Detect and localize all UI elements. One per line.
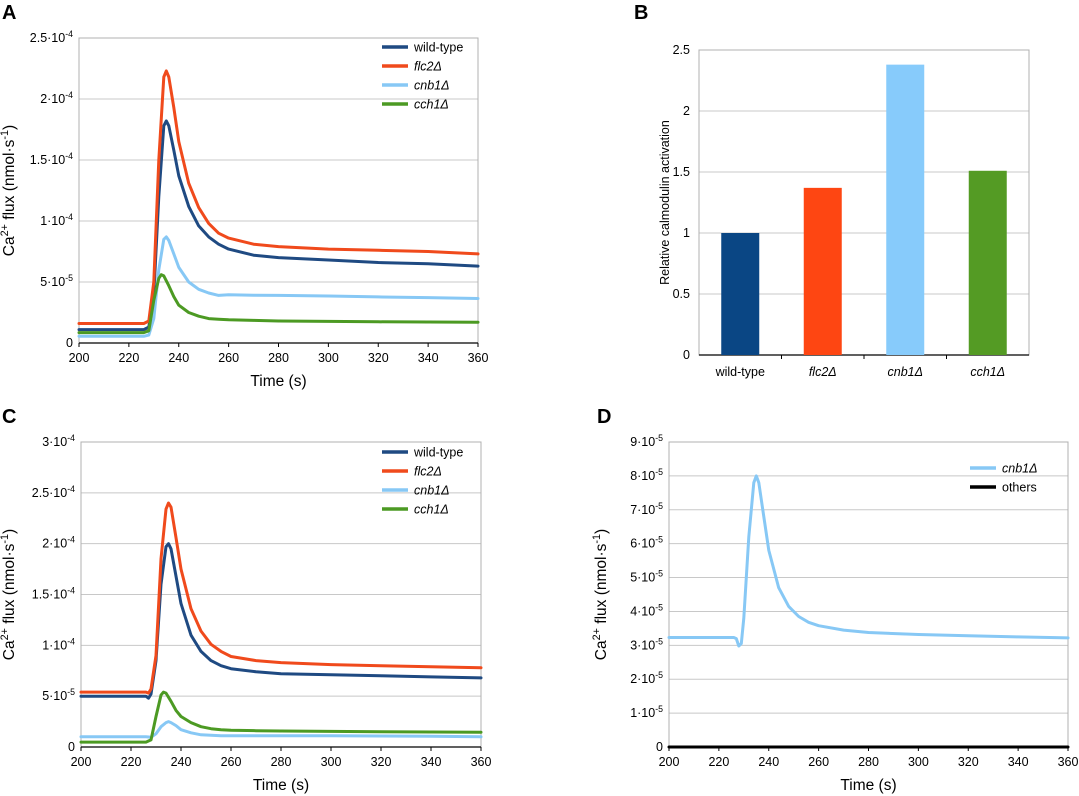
series-line-cnb1-delta [79, 720, 483, 739]
y-tick-label: 2.5 [673, 43, 690, 57]
y-tick-label: 1 [683, 226, 690, 240]
x-tick-label: 360 [471, 755, 492, 769]
x-tick-label: 320 [368, 351, 389, 365]
x-tick-label: 260 [808, 755, 829, 769]
y-tick-label: 9·10-5 [630, 433, 663, 449]
y-tick-label: 5·10-5 [42, 687, 75, 703]
x-tick-label: 340 [421, 755, 442, 769]
bar-flc2-delta [803, 187, 842, 355]
y-tick-label: 0.5 [673, 287, 690, 301]
y-tick-label: 1.5·10-4 [30, 151, 73, 167]
x-category-label: cch1Δ [970, 365, 1005, 379]
y-tick-label: 2 [683, 104, 690, 118]
bar-wild-type [721, 233, 760, 355]
legend-label: cnb1Δ [414, 79, 450, 93]
y-tick-label: 0 [68, 740, 75, 754]
series-line-cnb1-delta [77, 235, 480, 338]
y-tick-label: 7·10-5 [630, 501, 663, 517]
x-axis-title: Time (s) [250, 373, 306, 390]
y-tick-label: 1.5 [673, 165, 690, 179]
x-tick-label: 260 [221, 755, 242, 769]
y-tick-label: 5·10-5 [630, 569, 663, 585]
x-tick-label: 360 [1058, 755, 1079, 769]
series-line-cnb1-delta [667, 474, 1070, 648]
y-tick-label: 8·10-5 [630, 467, 663, 483]
x-tick-label: 300 [908, 755, 929, 769]
x-tick-label: 200 [659, 755, 680, 769]
bar-cch1-delta [968, 170, 1007, 355]
legend-label: cch1Δ [414, 503, 449, 517]
chart-a-calcium-flux: 0 5·10-5 1·10-4 1.5·10-4 2·10-4 2.5·10-4 200 22… [0, 29, 488, 390]
y-tick-label: 0 [656, 740, 663, 754]
y-axis-title: Relative calmodulin activation [658, 120, 672, 285]
y-axis-title: Ca2+ flux (nmol·s-1) [0, 125, 18, 256]
legend-label: cnb1Δ [414, 484, 450, 498]
legend-label: flc2Δ [414, 465, 442, 479]
x-tick-label: 240 [758, 755, 779, 769]
y-tick-label: 3·10-4 [42, 433, 75, 449]
x-tick-label: 280 [858, 755, 879, 769]
y-tick-label: 1·10-4 [42, 636, 75, 652]
legend-label: flc2Δ [414, 60, 442, 74]
chart-c-calcium-flux: 0 5·10-5 1·10-4 1.5·10-4 2·10-4 2.5·10-4 3·10-… [0, 433, 491, 794]
y-tick-label: 2·10-4 [40, 90, 73, 106]
legend-label: wild-type [413, 446, 463, 460]
y-tick-label: 1.5·10-4 [32, 586, 75, 602]
series-line-cch1-delta [79, 690, 483, 744]
x-tick-label: 240 [171, 755, 192, 769]
x-axis-title: Time (s) [253, 777, 309, 794]
x-tick-label: 280 [268, 351, 289, 365]
bar-cnb1-delta [886, 64, 925, 355]
x-tick-label: 300 [318, 351, 339, 365]
x-tick-label: 220 [121, 755, 142, 769]
y-tick-label: 4·10-5 [630, 602, 663, 618]
x-tick-label: 300 [321, 755, 342, 769]
x-tick-label: 360 [468, 351, 489, 365]
legend-label: cch1Δ [414, 98, 449, 112]
y-tick-label: 0 [66, 336, 73, 350]
panel-letter-b: B [634, 2, 648, 24]
y-tick-label: 2.5·10-4 [30, 29, 73, 45]
x-tick-label: 240 [168, 351, 189, 365]
x-tick-label: 340 [418, 351, 439, 365]
series-line-wild-type [79, 542, 483, 700]
y-tick-label: 6·10-5 [630, 535, 663, 551]
series-line-flc2-delta [77, 69, 480, 325]
x-category-label: wild-type [715, 365, 765, 379]
legend-label: cnb1Δ [1002, 462, 1038, 476]
y-tick-label: 2·10-5 [630, 670, 663, 686]
panel-letter-c: C [2, 406, 16, 428]
y-axis-title: Ca2+ flux (nmol·s-1) [0, 529, 18, 660]
x-tick-label: 280 [271, 755, 292, 769]
x-tick-label: 340 [1008, 755, 1029, 769]
x-tick-label: 220 [708, 755, 729, 769]
y-tick-label: 2.5·10-4 [32, 484, 75, 500]
x-tick-label: 200 [69, 351, 90, 365]
y-tick-label: 1·10-5 [630, 704, 663, 720]
x-tick-label: 200 [71, 755, 92, 769]
x-axis-title: Time (s) [840, 777, 896, 794]
chart-b-calmodulin-activation: 0 0.5 1 1.5 2 2.5 wild-type flc2Δ cnb1Δ cch1Δ Rela… [658, 43, 1030, 379]
x-tick-label: 260 [218, 351, 239, 365]
legend-label: wild-type [413, 41, 463, 55]
x-category-label: cnb1Δ [888, 365, 924, 379]
legend-label: others [1002, 481, 1037, 495]
x-tick-label: 320 [371, 755, 392, 769]
series-line-cch1-delta [77, 273, 480, 335]
y-tick-label: 3·10-5 [630, 636, 663, 652]
x-tick-label: 320 [958, 755, 979, 769]
x-tick-label: 220 [118, 351, 139, 365]
chart-d-calcium-flux: 0 1·10-5 2·10-5 3·10-5 4·10-5 5·10-5 6·10-5 7·1… [591, 433, 1078, 794]
y-axis-title: Ca2+ flux (nmol·s-1) [591, 529, 610, 660]
x-category-label: flc2Δ [809, 365, 837, 379]
y-tick-label: 5·10-5 [40, 273, 73, 289]
y-tick-label: 2·10-4 [42, 535, 75, 551]
panel-letter-d: D [597, 406, 611, 428]
series-line-flc2-delta [79, 501, 483, 695]
panel-letter-a: A [2, 2, 16, 24]
y-tick-label: 1·10-4 [40, 212, 73, 228]
y-tick-label: 0 [683, 348, 690, 362]
